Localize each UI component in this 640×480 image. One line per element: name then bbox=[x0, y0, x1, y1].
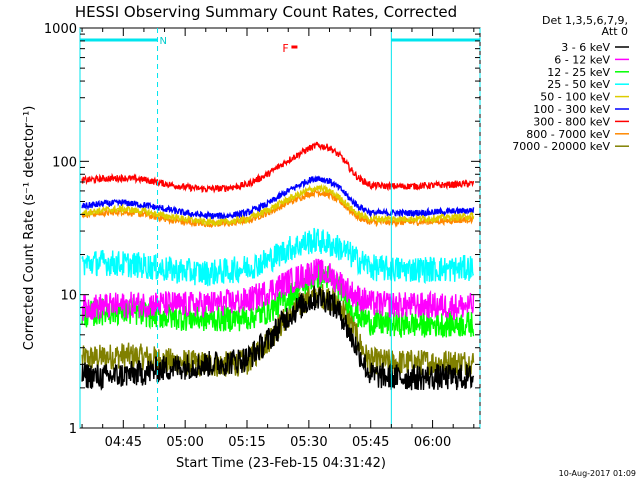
night-marker-label: N bbox=[160, 36, 167, 47]
series-line-50-100keV bbox=[81, 183, 475, 227]
x-tick-label: 04:45 bbox=[105, 435, 142, 450]
x-axis-label: Start Time (23-Feb-15 04:31:42) bbox=[176, 456, 386, 471]
legend-title: Att 0 bbox=[602, 25, 628, 38]
series-layer bbox=[81, 141, 475, 391]
legend-entry-label: 3 - 6 keV bbox=[561, 41, 610, 54]
y-tick-label: 1 bbox=[69, 422, 77, 437]
markers-layer: NF bbox=[79, 28, 481, 428]
series-line-3-6keV bbox=[81, 285, 475, 391]
legend-entry-label: 50 - 100 keV bbox=[540, 91, 610, 104]
chart-title: HESSI Observing Summary Count Rates, Cor… bbox=[75, 3, 457, 21]
legend-entry-label: 25 - 50 keV bbox=[547, 78, 610, 91]
flare-marker-label: F bbox=[282, 42, 288, 55]
y-tick-label: 10 bbox=[60, 289, 77, 304]
series-line-100-300keV bbox=[81, 175, 475, 221]
x-tick-label: 06:00 bbox=[414, 435, 451, 450]
x-tick-label: 05:00 bbox=[166, 435, 203, 450]
legend-entry-label: 800 - 7000 keV bbox=[526, 128, 610, 141]
legend-entry-label: 6 - 12 keV bbox=[554, 53, 610, 66]
legend-entry-label: 100 - 300 keV bbox=[533, 103, 610, 116]
legend-title: Det 1,3,5,6,7,9, bbox=[542, 14, 628, 27]
axes-layer: 04:45 05:00 05:15 05:30 05:45 06:00 1 10 100 1000 bbox=[44, 22, 480, 450]
y-tick-label: 100 bbox=[52, 155, 77, 170]
x-tick-label: 05:30 bbox=[290, 435, 327, 450]
series-line-25-50keV bbox=[81, 227, 475, 287]
legend-entry-label: 300 - 800 keV bbox=[533, 115, 610, 128]
x-tick-label: 05:45 bbox=[352, 435, 389, 450]
series-line-300-800keV bbox=[81, 141, 475, 194]
legend-entry-label: 7000 - 20000 keV bbox=[512, 140, 610, 153]
series-line-6-12keV bbox=[81, 258, 475, 321]
x-tick-label: 05:15 bbox=[228, 435, 265, 450]
plot-timestamp: 10-Aug-2017 01:09 bbox=[559, 469, 636, 478]
legend-entry-label: 12 - 25 keV bbox=[547, 66, 610, 79]
y-tick-label: 1000 bbox=[44, 22, 77, 37]
y-axis-label: Corrected Count Rate (s⁻¹ detector⁻¹) bbox=[22, 106, 37, 351]
